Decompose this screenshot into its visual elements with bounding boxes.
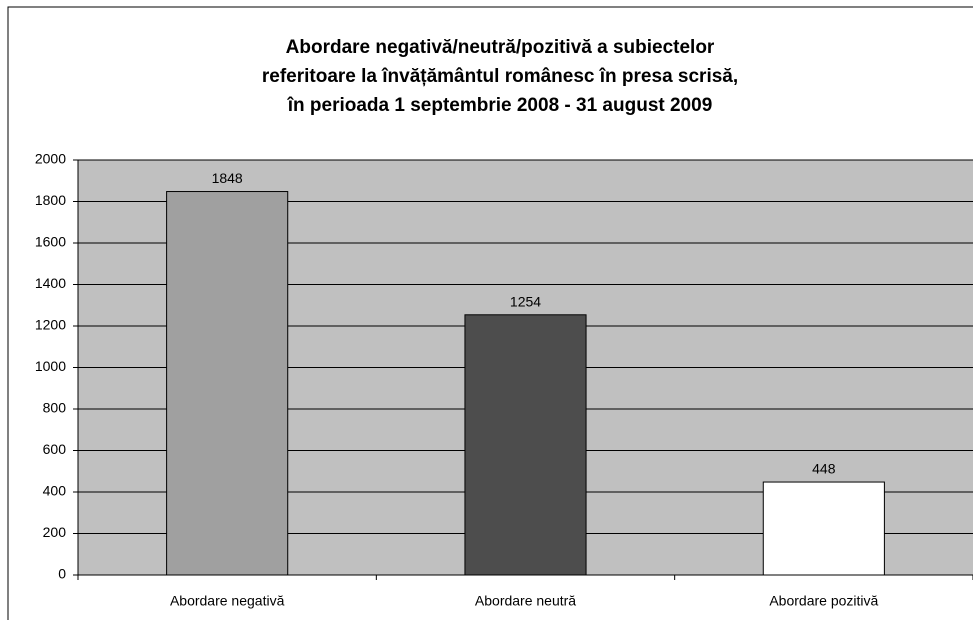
data-label: 448: [812, 461, 836, 477]
y-tick-label: 1600: [35, 234, 66, 250]
y-tick-label: 0: [58, 566, 66, 582]
x-tick-label: Abordare neutră: [475, 593, 576, 609]
y-tick-label: 800: [43, 400, 67, 416]
y-tick-label: 1400: [35, 275, 66, 291]
y-tick-label: 200: [43, 524, 67, 540]
x-tick-label: Abordare pozitivă: [769, 593, 878, 609]
y-tick-label: 1800: [35, 192, 66, 208]
y-tick-label: 400: [43, 483, 67, 499]
bar: [464, 314, 587, 576]
bar: [762, 481, 885, 576]
chart-title: Abordare negativă/neutră/pozitivă a subi…: [286, 37, 715, 58]
y-tick-label: 1200: [35, 317, 66, 333]
x-tick-label: Abordare negativă: [170, 593, 285, 609]
chart-title: în perioada 1 septembrie 2008 - 31 augus…: [287, 95, 713, 116]
data-label: 1848: [212, 170, 243, 186]
y-tick-label: 2000: [35, 151, 66, 167]
y-tick-label: 1000: [35, 358, 66, 374]
y-tick-label: 600: [43, 441, 67, 457]
chart-title: referitoare la învățământul românesc în …: [262, 66, 738, 87]
data-label: 1254: [510, 293, 541, 309]
bar: [166, 191, 289, 576]
